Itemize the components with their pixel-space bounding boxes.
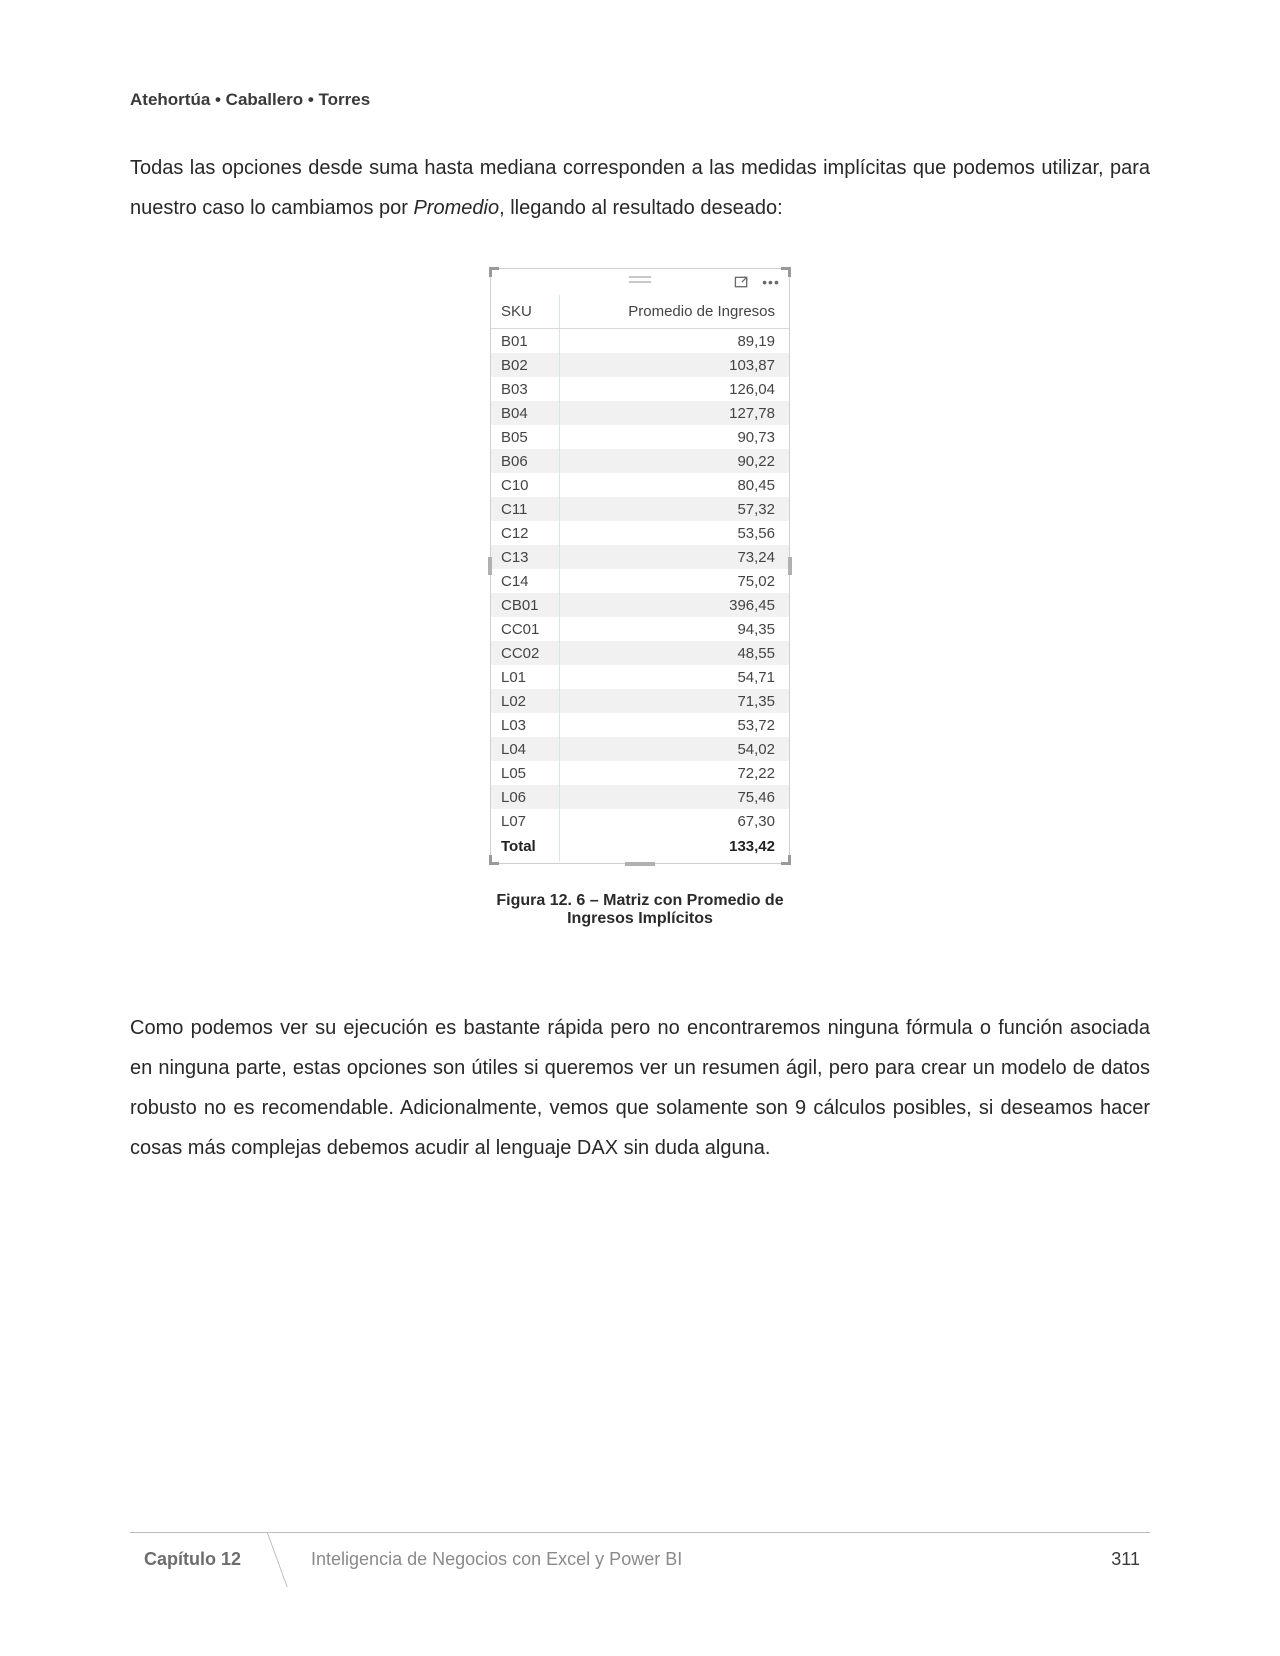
cell-sku: L04 <box>491 737 559 761</box>
cell-value: 89,19 <box>559 329 789 354</box>
cell-sku: CB01 <box>491 593 559 617</box>
cell-sku: L01 <box>491 665 559 689</box>
cell-sku: C14 <box>491 569 559 593</box>
table-row[interactable]: L0572,22 <box>491 761 789 785</box>
table-row[interactable]: L0454,02 <box>491 737 789 761</box>
cell-value: 53,72 <box>559 713 789 737</box>
cell-sku: L07 <box>491 809 559 833</box>
cell-sku: B06 <box>491 449 559 473</box>
table-row[interactable]: CC0194,35 <box>491 617 789 641</box>
cell-sku: C11 <box>491 497 559 521</box>
focus-mode-icon[interactable] <box>733 274 749 290</box>
running-header: Atehortúa • Caballero • Torres <box>130 90 1150 110</box>
table-row[interactable]: B0590,73 <box>491 425 789 449</box>
table-row[interactable]: CC0248,55 <box>491 641 789 665</box>
table-row[interactable]: L0767,30 <box>491 809 789 833</box>
cell-value: 67,30 <box>559 809 789 833</box>
body-paragraph-1-italic: Promedio <box>413 197 499 219</box>
cell-sku: B02 <box>491 353 559 377</box>
cell-value: 396,45 <box>559 593 789 617</box>
cell-sku: C12 <box>491 521 559 545</box>
body-paragraph-1: Todas las opciones desde suma hasta medi… <box>130 148 1150 228</box>
cell-sku: CC01 <box>491 617 559 641</box>
table-row[interactable]: CB01396,45 <box>491 593 789 617</box>
footer-title: Inteligencia de Negocios con Excel y Pow… <box>301 1549 1111 1570</box>
table-row[interactable]: C1080,45 <box>491 473 789 497</box>
cell-value: 71,35 <box>559 689 789 713</box>
cell-sku: L05 <box>491 761 559 785</box>
table-total-row: Total133,42 <box>491 833 789 861</box>
resize-handle-bl[interactable] <box>489 855 499 865</box>
cell-sku: B04 <box>491 401 559 425</box>
table-row[interactable]: C1373,24 <box>491 545 789 569</box>
cell-value: 75,46 <box>559 785 789 809</box>
resize-handle-br[interactable] <box>781 855 791 865</box>
cell-value: 90,73 <box>559 425 789 449</box>
visual-header: ••• <box>491 269 789 295</box>
cell-sku: C10 <box>491 473 559 497</box>
cell-sku: L03 <box>491 713 559 737</box>
cell-value: 54,71 <box>559 665 789 689</box>
page-footer: Capítulo 12 Inteligencia de Negocios con… <box>130 1532 1150 1586</box>
cell-value: 127,78 <box>559 401 789 425</box>
cell-value: 57,32 <box>559 497 789 521</box>
total-value: 133,42 <box>559 833 789 861</box>
footer-page-number: 311 <box>1111 1549 1150 1570</box>
cell-value: 126,04 <box>559 377 789 401</box>
column-header-sku[interactable]: SKU <box>491 295 559 329</box>
cell-value: 48,55 <box>559 641 789 665</box>
cell-sku: B05 <box>491 425 559 449</box>
cell-sku: L06 <box>491 785 559 809</box>
cell-sku: CC02 <box>491 641 559 665</box>
resize-handle-left[interactable] <box>488 557 492 575</box>
column-header-promedio[interactable]: Promedio de Ingresos <box>559 295 789 329</box>
resize-handle-bottom[interactable] <box>625 862 655 866</box>
body-paragraph-2: Como podemos ver su ejecución es bastant… <box>130 1008 1150 1168</box>
body-paragraph-1b: , llegando al resultado deseado: <box>499 197 783 219</box>
table-row[interactable]: C1157,32 <box>491 497 789 521</box>
drag-handle-icon[interactable] <box>629 276 651 283</box>
cell-value: 103,87 <box>559 353 789 377</box>
table-row[interactable]: L0154,71 <box>491 665 789 689</box>
cell-value: 94,35 <box>559 617 789 641</box>
table-row[interactable]: B04127,78 <box>491 401 789 425</box>
table-row[interactable]: B02103,87 <box>491 353 789 377</box>
matrix-table: SKU Promedio de Ingresos B0189,19B02103,… <box>491 295 789 861</box>
table-row[interactable]: C1253,56 <box>491 521 789 545</box>
cell-value: 73,24 <box>559 545 789 569</box>
cell-sku: C13 <box>491 545 559 569</box>
total-label: Total <box>491 833 559 861</box>
cell-value: 53,56 <box>559 521 789 545</box>
cell-value: 75,02 <box>559 569 789 593</box>
table-row[interactable]: B0189,19 <box>491 329 789 354</box>
resize-handle-right[interactable] <box>788 557 792 575</box>
table-row[interactable]: L0271,35 <box>491 689 789 713</box>
figure-caption: Figura 12. 6 – Matriz con Promedio de In… <box>490 892 790 928</box>
table-row[interactable]: B0690,22 <box>491 449 789 473</box>
table-row[interactable]: C1475,02 <box>491 569 789 593</box>
cell-value: 72,22 <box>559 761 789 785</box>
cell-sku: B01 <box>491 329 559 354</box>
table-row[interactable]: L0675,46 <box>491 785 789 809</box>
cell-sku: B03 <box>491 377 559 401</box>
footer-divider <box>267 1533 301 1587</box>
more-options-icon[interactable]: ••• <box>763 274 779 290</box>
footer-chapter: Capítulo 12 <box>130 1549 267 1570</box>
cell-value: 80,45 <box>559 473 789 497</box>
cell-value: 54,02 <box>559 737 789 761</box>
cell-sku: L02 <box>491 689 559 713</box>
powerbi-visual-frame[interactable]: ••• SKU Promedio de Ingresos B0189,19B02… <box>490 268 790 864</box>
table-row[interactable]: B03126,04 <box>491 377 789 401</box>
cell-value: 90,22 <box>559 449 789 473</box>
table-row[interactable]: L0353,72 <box>491 713 789 737</box>
